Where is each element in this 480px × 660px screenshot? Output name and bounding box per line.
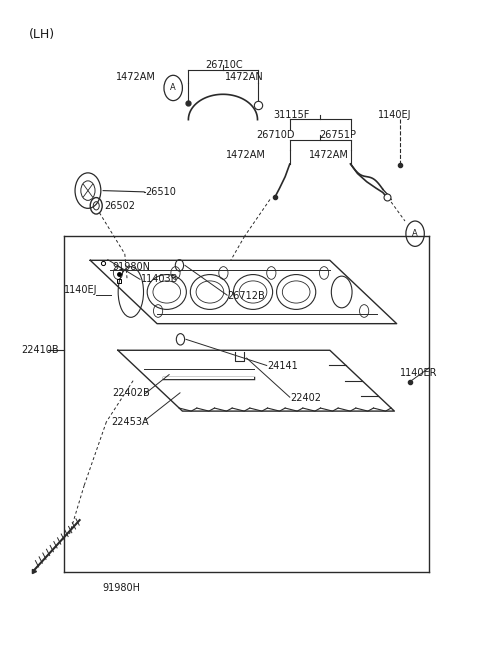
Text: 22410B: 22410B (21, 345, 59, 355)
Text: 11403B: 11403B (141, 275, 178, 284)
Text: 26502: 26502 (104, 201, 135, 211)
Text: 22453A: 22453A (111, 417, 149, 427)
Text: 24141: 24141 (268, 361, 299, 371)
Text: 1472AM: 1472AM (226, 150, 265, 160)
Text: (LH): (LH) (29, 28, 55, 41)
Text: 26751P: 26751P (319, 130, 356, 140)
Text: 26710D: 26710D (256, 130, 295, 140)
Text: 26710C: 26710C (205, 60, 243, 70)
Text: 22402: 22402 (291, 393, 322, 403)
Text: 1140EJ: 1140EJ (64, 285, 97, 295)
Text: 31115F: 31115F (274, 110, 310, 119)
Text: 91980H: 91980H (103, 583, 141, 593)
Text: 1140ER: 1140ER (400, 368, 438, 378)
Text: 1472AM: 1472AM (309, 150, 349, 160)
Text: 1140EJ: 1140EJ (378, 110, 412, 119)
Text: 1472AN: 1472AN (225, 71, 264, 82)
Text: A: A (412, 229, 418, 238)
Text: A: A (170, 83, 176, 92)
Text: 26510: 26510 (145, 187, 177, 197)
Text: 26712B: 26712B (227, 292, 265, 302)
Text: 22402B: 22402B (112, 388, 150, 399)
Text: 91980N: 91980N (112, 261, 150, 272)
Text: 1472AM: 1472AM (116, 71, 156, 82)
